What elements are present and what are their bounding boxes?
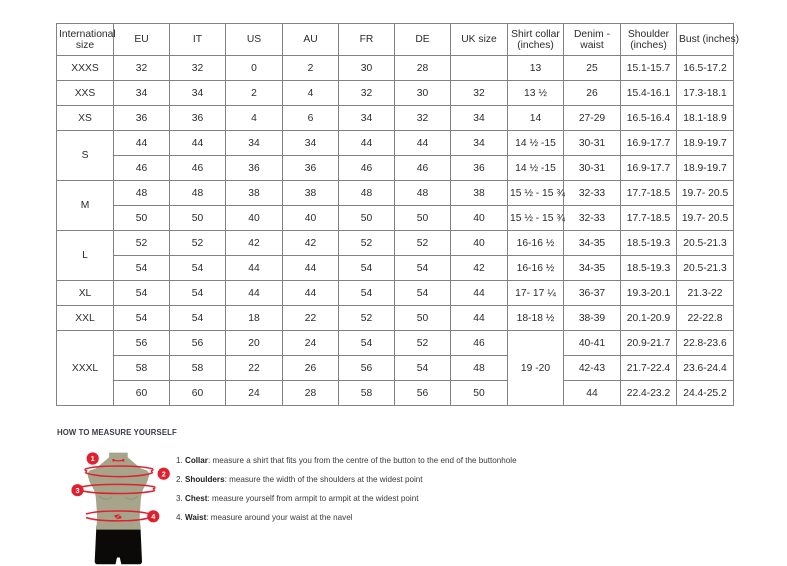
svg-text:1: 1 <box>91 454 95 463</box>
svg-text:2: 2 <box>162 469 166 478</box>
svg-text:3: 3 <box>75 486 79 495</box>
